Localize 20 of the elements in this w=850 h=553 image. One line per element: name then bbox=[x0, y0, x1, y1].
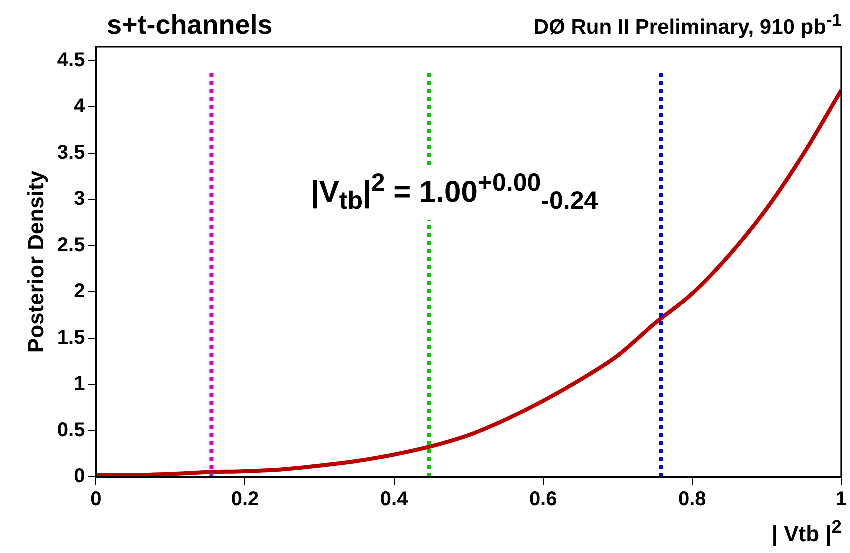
y-tick-label: 0.5 bbox=[57, 419, 86, 442]
y-tick-label: 1.5 bbox=[57, 326, 86, 349]
x-tick-label: 0 bbox=[90, 488, 102, 511]
x-tick-label: 0.4 bbox=[380, 488, 410, 511]
y-tick-label: 2 bbox=[74, 280, 86, 303]
y-tick-label: 1 bbox=[74, 373, 86, 396]
y-tick-label: 4.5 bbox=[57, 49, 86, 72]
y-tick-label: 3.5 bbox=[57, 142, 86, 164]
chart-subtitle: DØ Run II Preliminary, 910 pb$^{-1}$ bbox=[534, 10, 842, 40]
x-tick-label: 1 bbox=[836, 488, 847, 511]
y-tick-label: 4 bbox=[74, 96, 86, 118]
chart-title: s+t-channels bbox=[107, 10, 273, 41]
x-tick-label: 0.8 bbox=[678, 488, 706, 511]
y-tick-label: 3 bbox=[74, 188, 86, 210]
y-axis-title: Posterior Density bbox=[23, 170, 48, 354]
x-tick-label: 0.2 bbox=[231, 488, 260, 511]
x-axis-title: | Vtb |$^{2}$ bbox=[772, 516, 842, 547]
y-tick-label: 2.5 bbox=[57, 234, 86, 256]
y-tick-label: 0 bbox=[74, 466, 86, 488]
x-tick-label: 0.6 bbox=[529, 488, 558, 511]
